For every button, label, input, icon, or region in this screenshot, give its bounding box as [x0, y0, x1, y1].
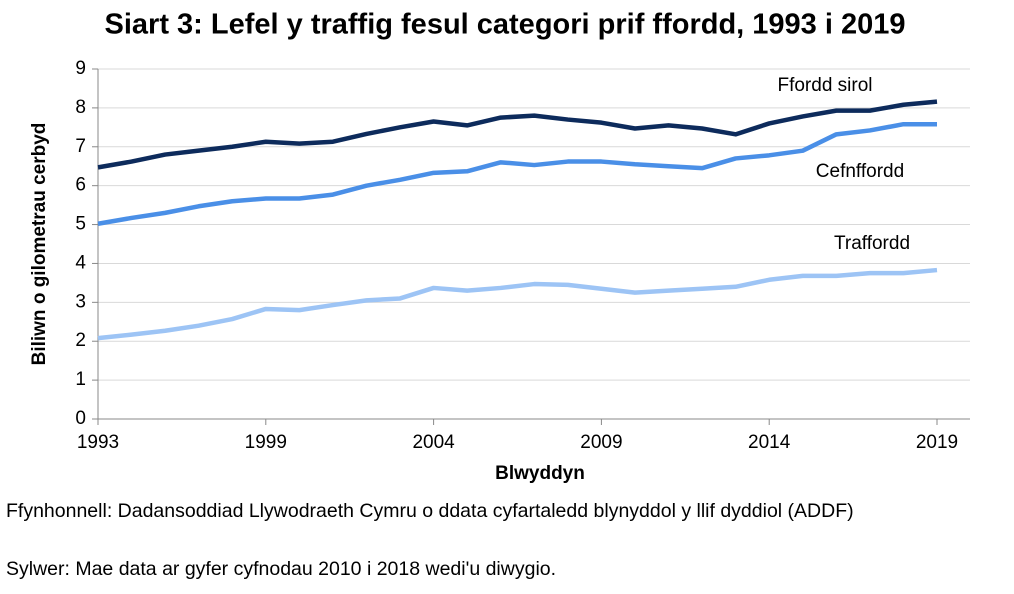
chart-title: Siart 3: Lefel y traffig fesul categori … — [105, 9, 906, 41]
y-tick-label: 6 — [75, 175, 86, 196]
x-tick-label: 2014 — [748, 432, 791, 453]
series-line — [97, 99, 938, 170]
x-axis-label: Blwyddyn — [495, 463, 585, 484]
x-tick-label: 2004 — [412, 432, 455, 453]
x-tick-label: 1993 — [77, 432, 119, 453]
series-line — [97, 267, 938, 341]
x-tick-label: 2009 — [580, 432, 622, 453]
revision-note: Sylwer: Mae data ar gyfer cyfnodau 2010 … — [6, 558, 557, 580]
series-label: Ffordd sirol — [777, 75, 872, 96]
y-tick-label: 0 — [75, 408, 86, 429]
y-tick-label: 4 — [75, 252, 86, 273]
y-tick-label: 9 — [75, 58, 86, 79]
series-label: Traffordd — [834, 233, 910, 254]
y-tick-label: 7 — [75, 136, 86, 157]
y-tick-label: 5 — [75, 214, 86, 235]
series-label: Cefnffordd — [816, 161, 904, 182]
source-note: Ffynhonnell: Dadansoddiad Llywodraeth Cy… — [6, 500, 854, 522]
chart: Siart 3: Lefel y traffig fesul categori … — [29, 9, 970, 484]
x-tick-label: 1999 — [245, 432, 287, 453]
y-tick-label: 3 — [75, 291, 86, 312]
y-tick-label: 2 — [75, 330, 86, 351]
y-tick-label: 1 — [75, 369, 86, 390]
y-tick-label: 8 — [75, 97, 86, 118]
y-axis-label: Biliwn o gilometrau cerbyd — [29, 123, 50, 366]
x-tick-label: 2019 — [916, 432, 958, 453]
series-line — [97, 121, 937, 226]
